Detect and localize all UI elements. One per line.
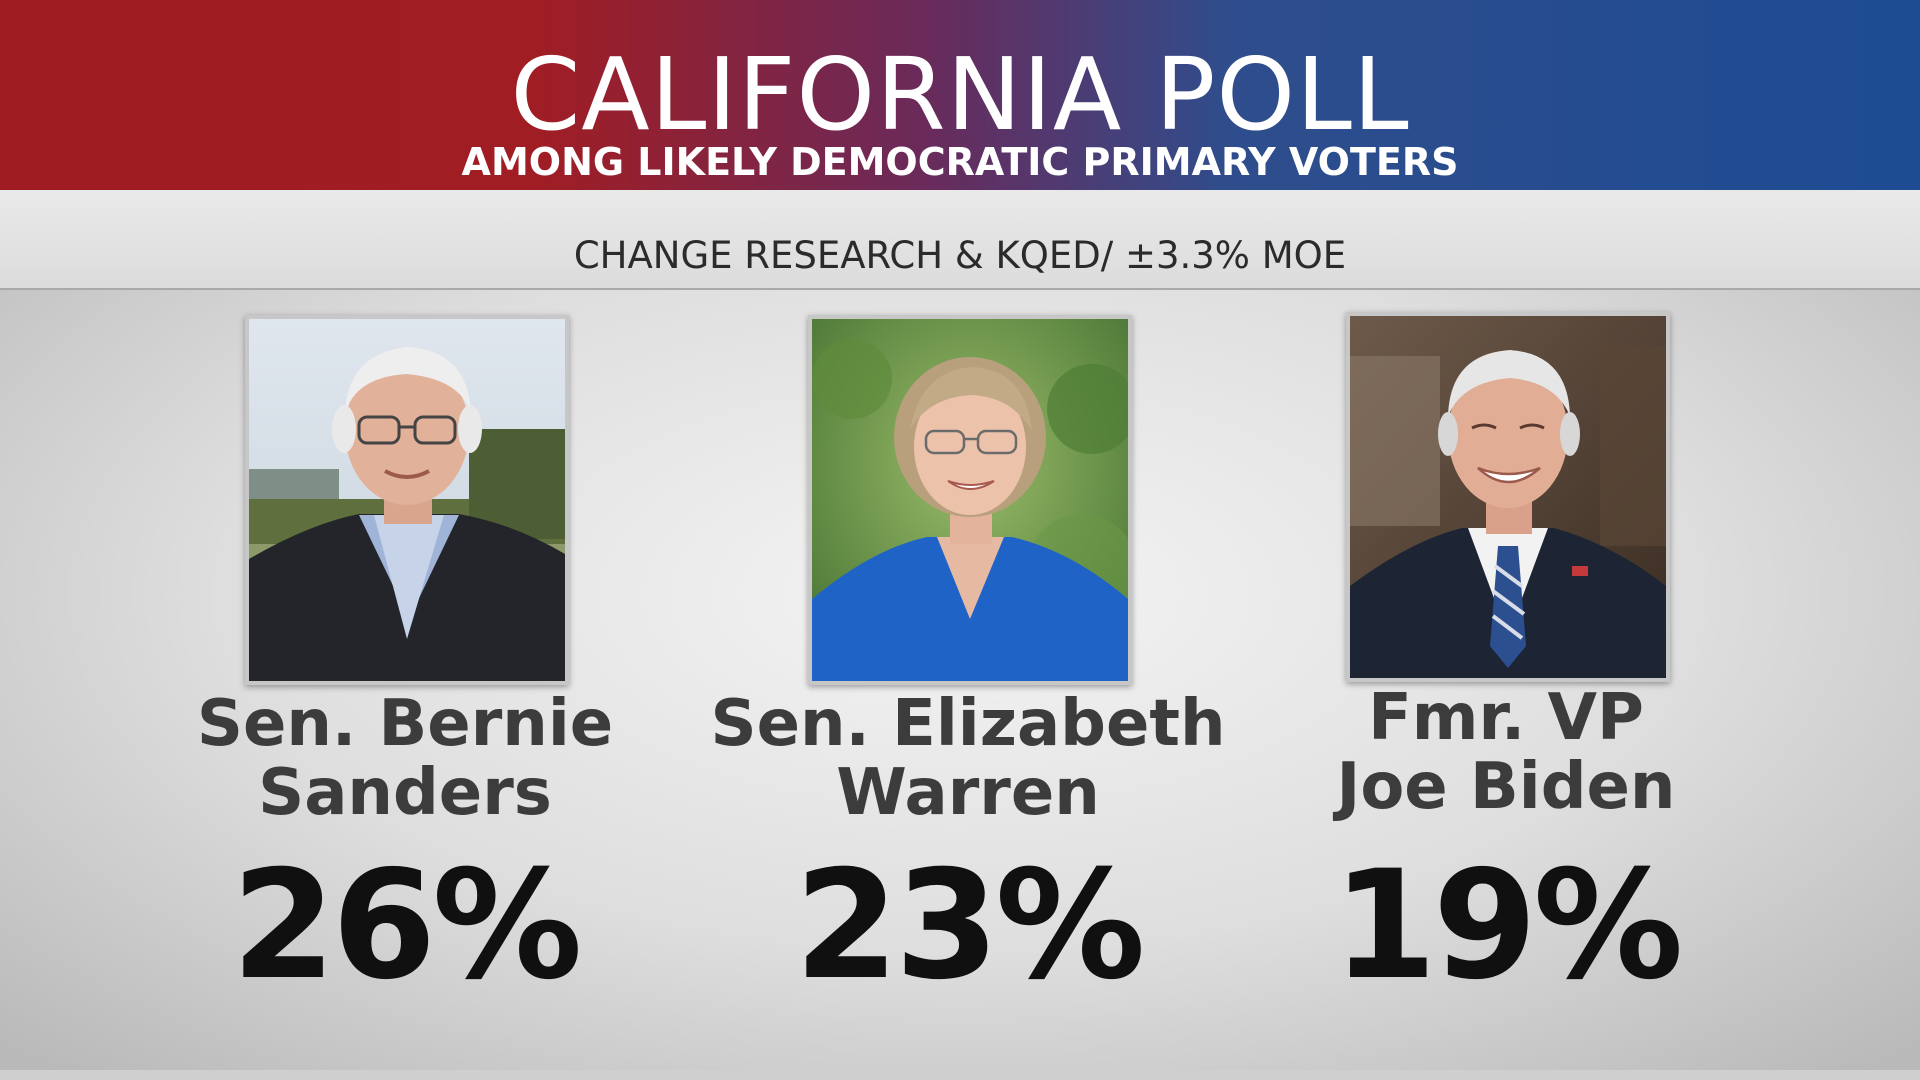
source-band <box>0 190 1920 290</box>
candidate-card-biden: Fmr. VP Joe Biden 19% <box>1226 312 1786 1006</box>
candidate-name: Sen. Bernie Sanders <box>125 690 685 828</box>
candidate-name: Fmr. VP Joe Biden <box>1226 684 1786 822</box>
candidate-name: Sen. Elizabeth Warren <box>688 690 1248 828</box>
candidate-name-line1: Sen. Bernie <box>196 687 614 761</box>
candidate-name-line2: Sanders <box>258 756 552 830</box>
candidate-card-sanders: Sen. Bernie Sanders 26% <box>125 312 685 1006</box>
poll-title: CALIFORNIA POLL <box>510 36 1410 153</box>
candidate-percent: 23% <box>794 839 1145 1013</box>
bottom-strip <box>0 1070 1920 1080</box>
candidate-card-warren: Sen. Elizabeth Warren 23% <box>688 312 1248 1006</box>
candidate-percent: 26% <box>231 839 582 1013</box>
candidate-name-line2: Warren <box>836 756 1100 830</box>
portrait-elizabeth-warren <box>808 315 1132 685</box>
portrait-bernie-sanders <box>245 315 569 685</box>
title-banner <box>0 0 1920 190</box>
candidate-name-line2: Joe Biden <box>1336 750 1676 824</box>
portrait-joe-biden <box>1346 312 1670 682</box>
poll-source: CHANGE RESEARCH & KQED/ ±3.3% MOE <box>573 234 1347 277</box>
candidate-name-line1: Sen. Elizabeth <box>710 687 1226 761</box>
candidate-percent: 19% <box>1332 839 1683 1013</box>
candidate-name-line1: Fmr. VP <box>1368 681 1644 755</box>
poll-subtitle: AMONG LIKELY DEMOCRATIC PRIMARY VOTERS <box>461 140 1459 184</box>
